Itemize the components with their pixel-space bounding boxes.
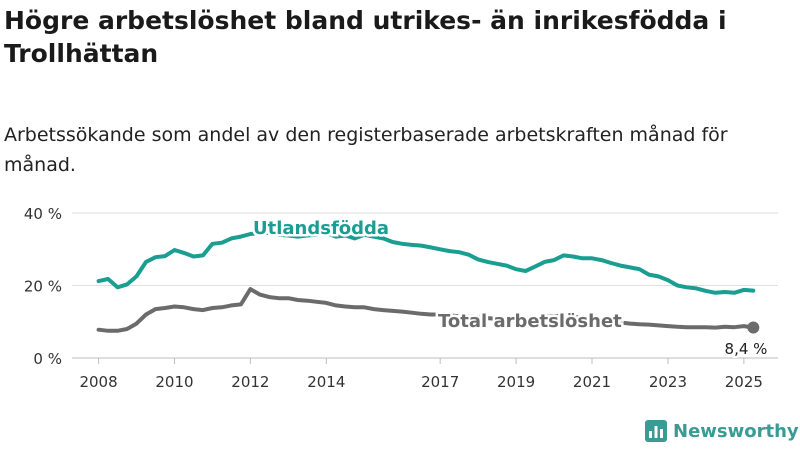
y-tick-label: 40 %	[24, 205, 62, 223]
chart-subtitle: Arbetssökande som andel av den registerb…	[4, 124, 728, 176]
x-tick-label: 2021	[573, 373, 611, 391]
newsworthy-logo: Newsworthy	[645, 420, 799, 442]
x-tick-label: 2008	[79, 373, 117, 391]
series-label-utlandsfodda: Utlandsfödda	[253, 218, 389, 239]
series-labels: Utlandsfödda Total arbetslöshet 8,4 %	[251, 216, 770, 361]
series-line-total-arbetsloshet	[96, 287, 756, 333]
chart-title: Högre arbetslöshet bland utrikes- än inr…	[4, 6, 727, 68]
series-end-point	[747, 321, 760, 334]
series-lines	[96, 230, 760, 334]
x-tick-label: 2010	[155, 373, 193, 391]
x-tick-label: 2017	[421, 373, 459, 391]
y-tick-label: 0 %	[33, 350, 62, 368]
bar-chart-logo-icon	[645, 420, 667, 442]
series-line-utlandsfodda	[96, 230, 756, 295]
y-axis-ticks: 0 % 20 % 40 %	[24, 205, 62, 368]
x-tick-label: 2025	[725, 373, 763, 391]
x-tick-label: 2019	[497, 373, 535, 391]
end-value-label: 8,4 %	[725, 340, 768, 358]
x-tick-label: 2014	[307, 373, 345, 391]
x-tick-label: 2012	[231, 373, 269, 391]
y-tick-label: 20 %	[24, 278, 62, 296]
series-label-total-arbetsloshet: Total arbetslöshet	[438, 311, 622, 332]
brand-name: Newsworthy	[673, 420, 799, 442]
x-axis-ticks: 2008 2010 2012 2014 2017 2019 2021 2023 2025	[79, 358, 763, 391]
x-tick-label: 2023	[649, 373, 687, 391]
gridlines	[72, 212, 778, 359]
